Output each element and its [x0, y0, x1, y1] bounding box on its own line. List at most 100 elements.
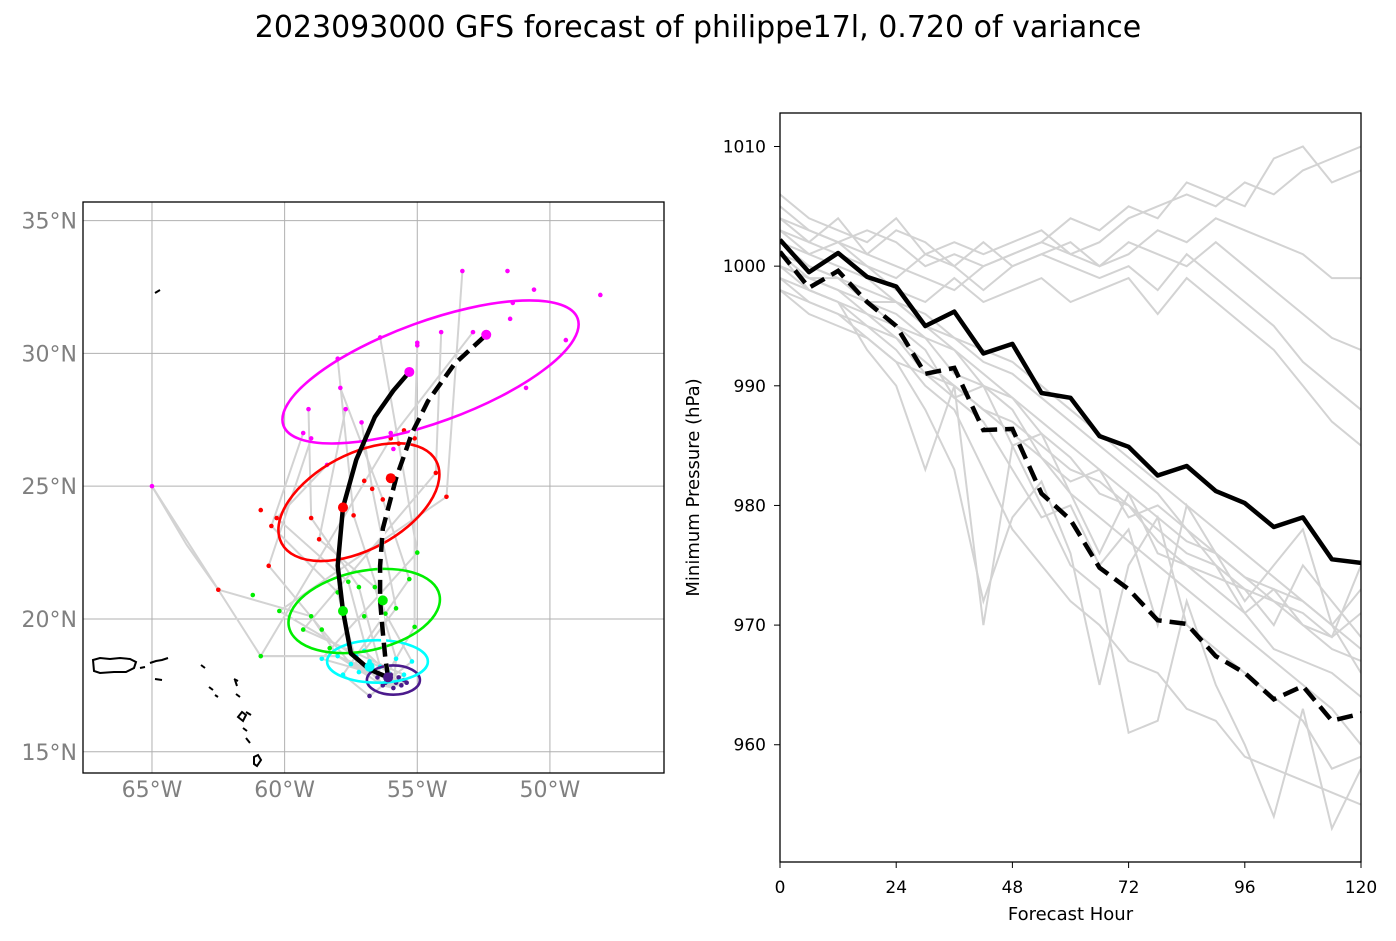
mean-forecast-point: [385, 473, 396, 484]
member-position-dot: [269, 523, 274, 529]
member-position-dot: [308, 515, 314, 521]
member-position-dot: [356, 669, 362, 675]
uncertainty-ellipses: [277, 299, 580, 696]
member-position-dot: [338, 385, 343, 391]
control-forecast-point: [404, 366, 415, 377]
x-tick-label: 48: [1002, 878, 1024, 898]
member-position-dot: [383, 611, 388, 616]
pressure-plot-frame: [779, 112, 1362, 863]
member-position-dot: [396, 675, 402, 680]
x-tick-label: 120: [1345, 878, 1377, 898]
control-pressure-line: [780, 250, 1361, 724]
x-axis-label: Forecast Hour: [1008, 904, 1134, 925]
member-position-dot: [369, 486, 375, 492]
uncertainty-ellipse: [365, 664, 422, 696]
lon-tick-label: 60°W: [254, 778, 315, 803]
member-position-dot: [391, 685, 396, 691]
member-pressure-line: [780, 289, 1361, 639]
member-position-dot: [308, 436, 314, 441]
member-position-dot: [258, 653, 264, 659]
y-tick-label: 1010: [723, 138, 766, 158]
pressure-axis-ticks: 0 24 48 72 96 120 960 970 980 990 1000 1010 Forecast…: [683, 138, 1377, 925]
member-pressure-line: [780, 265, 1361, 806]
lon-tick-label: 65°W: [122, 778, 183, 803]
lat-tick-label: 30°N: [22, 342, 77, 367]
member-position-dot: [351, 513, 356, 518]
figure-title: 2023093000 GFS forecast of philippe17l, …: [254, 10, 1142, 45]
x-tick-label: 24: [885, 878, 907, 898]
bermuda-outline: [154, 289, 161, 294]
member-position-dot: [300, 627, 306, 632]
lat-tick-label: 15°N: [22, 741, 77, 766]
member-position-dot: [404, 680, 409, 686]
pressure-series: [780, 145, 1361, 832]
map-gridlines: [83, 202, 664, 773]
member-position-dot: [250, 592, 256, 598]
map-tick-labels: 65°W 60°W 55°W 50°W 35°N 30°N 25°N 20°N 15°N: [22, 210, 581, 803]
mean-forecast-point: [377, 595, 388, 606]
member-position-dot: [438, 329, 444, 335]
member-track: [151, 485, 389, 679]
member-pressure-line: [780, 229, 1361, 447]
y-tick-label: 980: [734, 496, 766, 516]
mean-forecast-point: [481, 329, 492, 340]
member-position-dot: [393, 606, 399, 611]
member-position-dot: [531, 287, 537, 292]
member-position-dot: [327, 645, 333, 651]
lon-tick-label: 50°W: [520, 778, 581, 803]
member-position-dot: [412, 436, 417, 441]
member-pressure-line: [780, 217, 1361, 351]
mean-pressure-line: [780, 238, 1361, 566]
leeward-islands-outline: [200, 664, 263, 768]
member-pressure-line: [780, 265, 1361, 627]
mean-and-control-tracks: [335, 329, 492, 683]
member-position-dot: [277, 608, 282, 614]
member-position-dot: [345, 579, 351, 585]
member-position-dot: [407, 576, 412, 582]
member-position-dot: [401, 672, 407, 678]
member-position-dot: [216, 587, 221, 593]
member-position-dot: [414, 550, 420, 555]
member-position-dot: [372, 584, 378, 590]
member-position-dot: [149, 483, 155, 489]
member-position-dot: [380, 497, 386, 502]
uncertainty-ellipse: [281, 299, 580, 445]
member-position-dot: [258, 507, 264, 513]
member-pressure-line: [780, 253, 1361, 698]
caribbean-islands: [91, 289, 263, 768]
member-position-dot: [391, 446, 396, 452]
puerto-rico-outline: [91, 656, 138, 675]
member-pressure-line: [780, 216, 1361, 280]
member-position-dot: [399, 683, 404, 688]
control-track: [335, 370, 412, 680]
member-track: [319, 337, 419, 687]
member-position-dot: [308, 614, 314, 619]
control-forecast-point: [364, 661, 375, 672]
member-pressure-line: [780, 241, 1361, 639]
member-position-dot: [412, 624, 417, 630]
member-position-dot: [266, 563, 272, 569]
y-axis-label: Minimum Pressure (hPa): [683, 378, 704, 596]
member-position-dot: [319, 627, 325, 632]
y-tick-label: 960: [734, 736, 766, 756]
uncertainty-ellipse: [287, 567, 442, 655]
member-position-dot: [598, 292, 603, 298]
member-position-dot: [316, 536, 322, 542]
x-tick-label: 72: [1118, 878, 1140, 898]
member-position-dot: [393, 656, 399, 662]
pressure-chart-panel: 0 24 48 72 96 120 960 970 980 990 1000 1010 Forecast…: [683, 112, 1377, 925]
y-tick-label: 1000: [723, 257, 766, 277]
member-position-dot: [409, 659, 415, 664]
member-pressure-line: [780, 289, 1361, 638]
member-position-dot: [563, 337, 569, 343]
mean-track: [377, 333, 488, 678]
member-position-dot: [375, 675, 380, 680]
member-position-dot: [361, 478, 367, 484]
member-position-dot: [319, 656, 325, 662]
x-tick-label: 0: [775, 878, 786, 898]
member-position-dot: [505, 268, 510, 274]
lat-tick-label: 25°N: [22, 475, 77, 500]
mean-forecast-point: [383, 672, 394, 683]
control-forecast-point: [337, 605, 348, 616]
